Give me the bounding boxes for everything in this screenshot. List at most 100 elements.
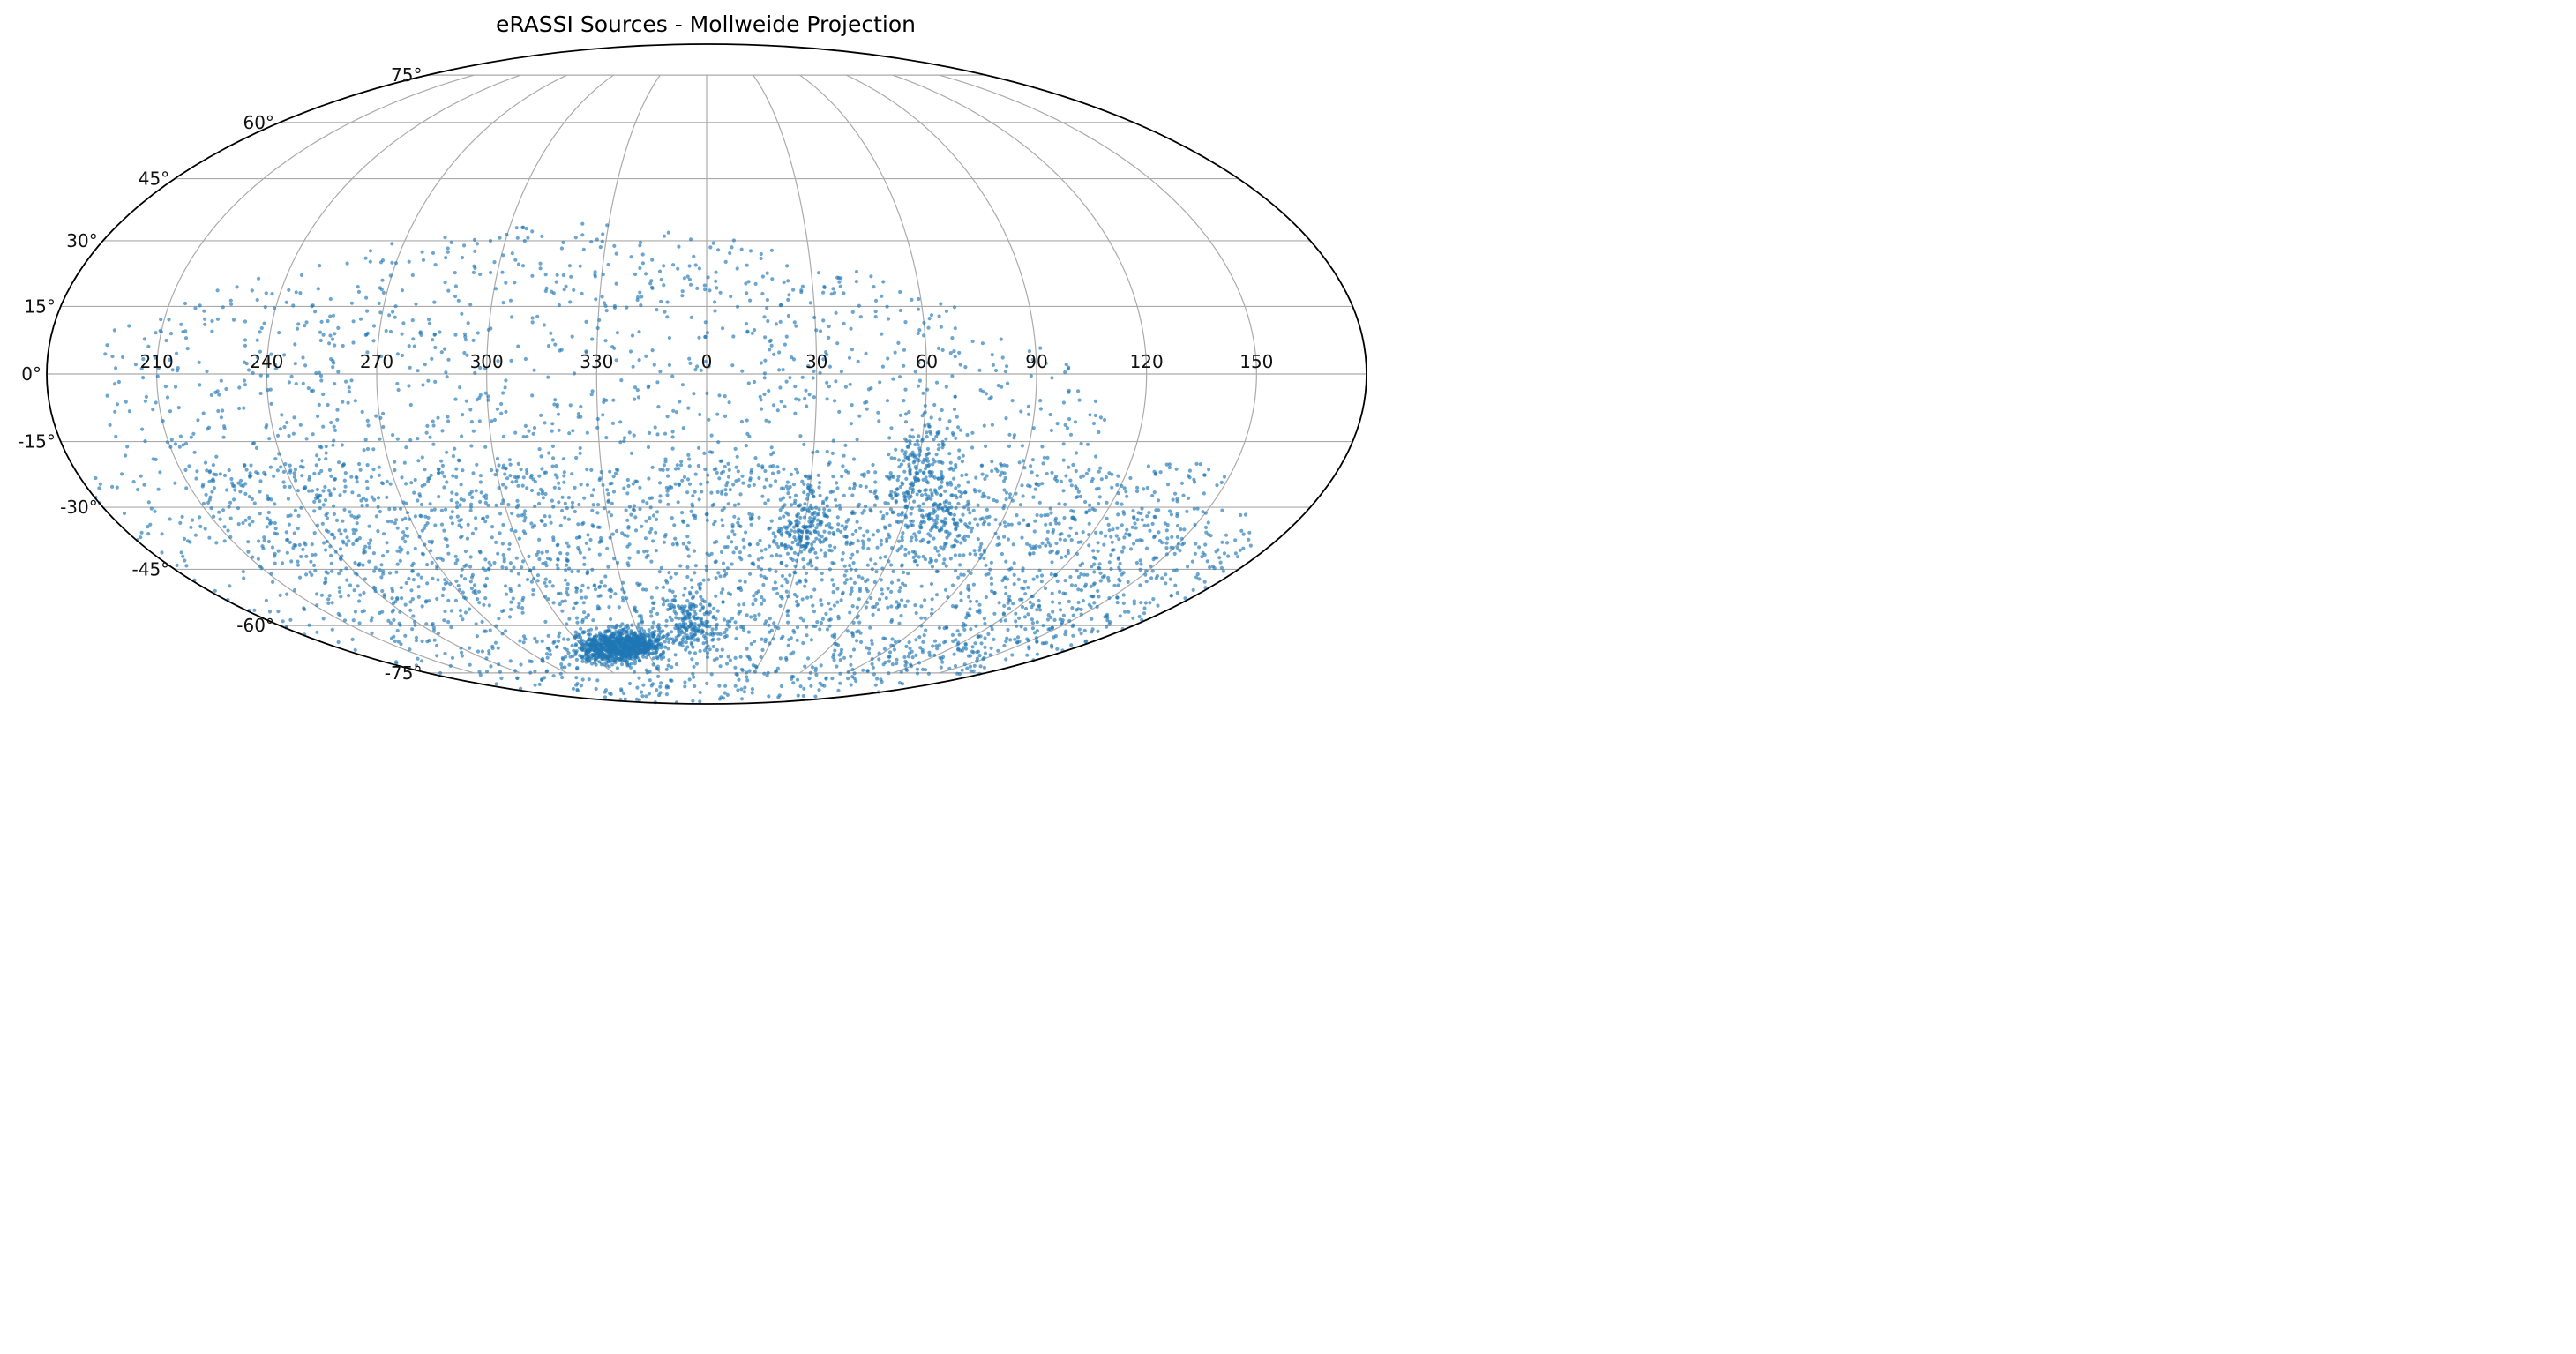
data-point [880, 592, 885, 596]
data-point [878, 556, 883, 560]
data-point [818, 329, 823, 333]
data-point [1085, 442, 1090, 446]
data-point [733, 620, 738, 625]
data-point [1089, 584, 1093, 589]
data-point [529, 488, 535, 493]
data-point [716, 571, 721, 575]
data-point [813, 550, 818, 556]
data-point [168, 517, 172, 521]
data-point [255, 355, 259, 360]
data-point [501, 253, 505, 258]
data-point [247, 495, 251, 499]
data-point [913, 465, 917, 469]
data-point [324, 457, 328, 461]
data-point [681, 542, 685, 546]
data-point [626, 647, 631, 651]
data-point [362, 448, 366, 453]
data-point [310, 572, 314, 578]
data-point [884, 595, 888, 601]
data-point [469, 586, 475, 591]
data-point [780, 584, 784, 588]
data-point [229, 302, 234, 306]
data-point [508, 587, 513, 591]
data-point [609, 692, 613, 697]
data-point [272, 306, 277, 310]
data-point [252, 608, 257, 612]
data-point [762, 315, 767, 319]
data-point [143, 399, 147, 403]
data-point [327, 468, 332, 473]
data-point [416, 595, 421, 599]
data-point [521, 225, 526, 229]
data-point [332, 424, 336, 429]
data-point [530, 316, 535, 320]
data-point [612, 303, 618, 309]
data-point [351, 618, 356, 623]
data-point [861, 668, 865, 672]
data-point [543, 491, 548, 497]
data-point [347, 539, 351, 543]
data-point [487, 649, 491, 654]
data-point [804, 578, 808, 582]
data-point [680, 294, 685, 298]
data-point [412, 344, 416, 348]
data-point [802, 442, 806, 446]
data-point [460, 654, 465, 658]
data-point [462, 332, 468, 336]
data-point [1017, 521, 1022, 526]
data-point [721, 469, 726, 474]
data-point [1026, 483, 1030, 488]
data-point [593, 661, 597, 665]
data-point [544, 564, 549, 568]
data-point [749, 468, 753, 473]
data-point [228, 584, 232, 588]
data-point [543, 676, 547, 680]
data-point [1195, 506, 1200, 511]
data-point [872, 503, 878, 507]
data-point [424, 430, 429, 435]
data-point [954, 436, 958, 440]
data-point [405, 511, 410, 515]
data-point [719, 655, 723, 659]
data-point [881, 280, 886, 284]
data-point [636, 395, 641, 400]
data-point [878, 597, 882, 602]
data-point [431, 419, 435, 423]
data-point [937, 643, 941, 647]
data-point [640, 643, 645, 647]
data-point [559, 662, 564, 667]
data-point [601, 483, 605, 488]
data-point [460, 434, 464, 438]
data-point [554, 645, 559, 649]
data-point [588, 659, 592, 663]
data-point [1088, 503, 1092, 507]
data-point [697, 266, 702, 271]
data-point [772, 352, 776, 356]
data-point [398, 558, 402, 564]
data-point [603, 688, 609, 692]
data-point [304, 572, 309, 577]
data-point [427, 599, 431, 603]
data-point [849, 662, 853, 667]
data-point [819, 598, 823, 602]
data-point [600, 642, 604, 647]
data-point [1187, 474, 1191, 478]
data-point [1045, 617, 1051, 622]
data-point [670, 617, 674, 623]
data-point [690, 657, 694, 662]
data-point [554, 280, 558, 284]
data-point [712, 502, 716, 507]
data-point [1107, 471, 1112, 475]
data-point [782, 280, 786, 285]
data-point [177, 445, 182, 449]
data-point [903, 547, 908, 552]
data-point [634, 643, 639, 648]
data-point [964, 473, 969, 477]
data-point [238, 478, 243, 483]
data-point [164, 338, 168, 343]
data-point [243, 518, 248, 522]
data-point [680, 511, 685, 515]
data-point [381, 554, 386, 558]
data-point [857, 620, 862, 625]
data-point [959, 591, 963, 595]
